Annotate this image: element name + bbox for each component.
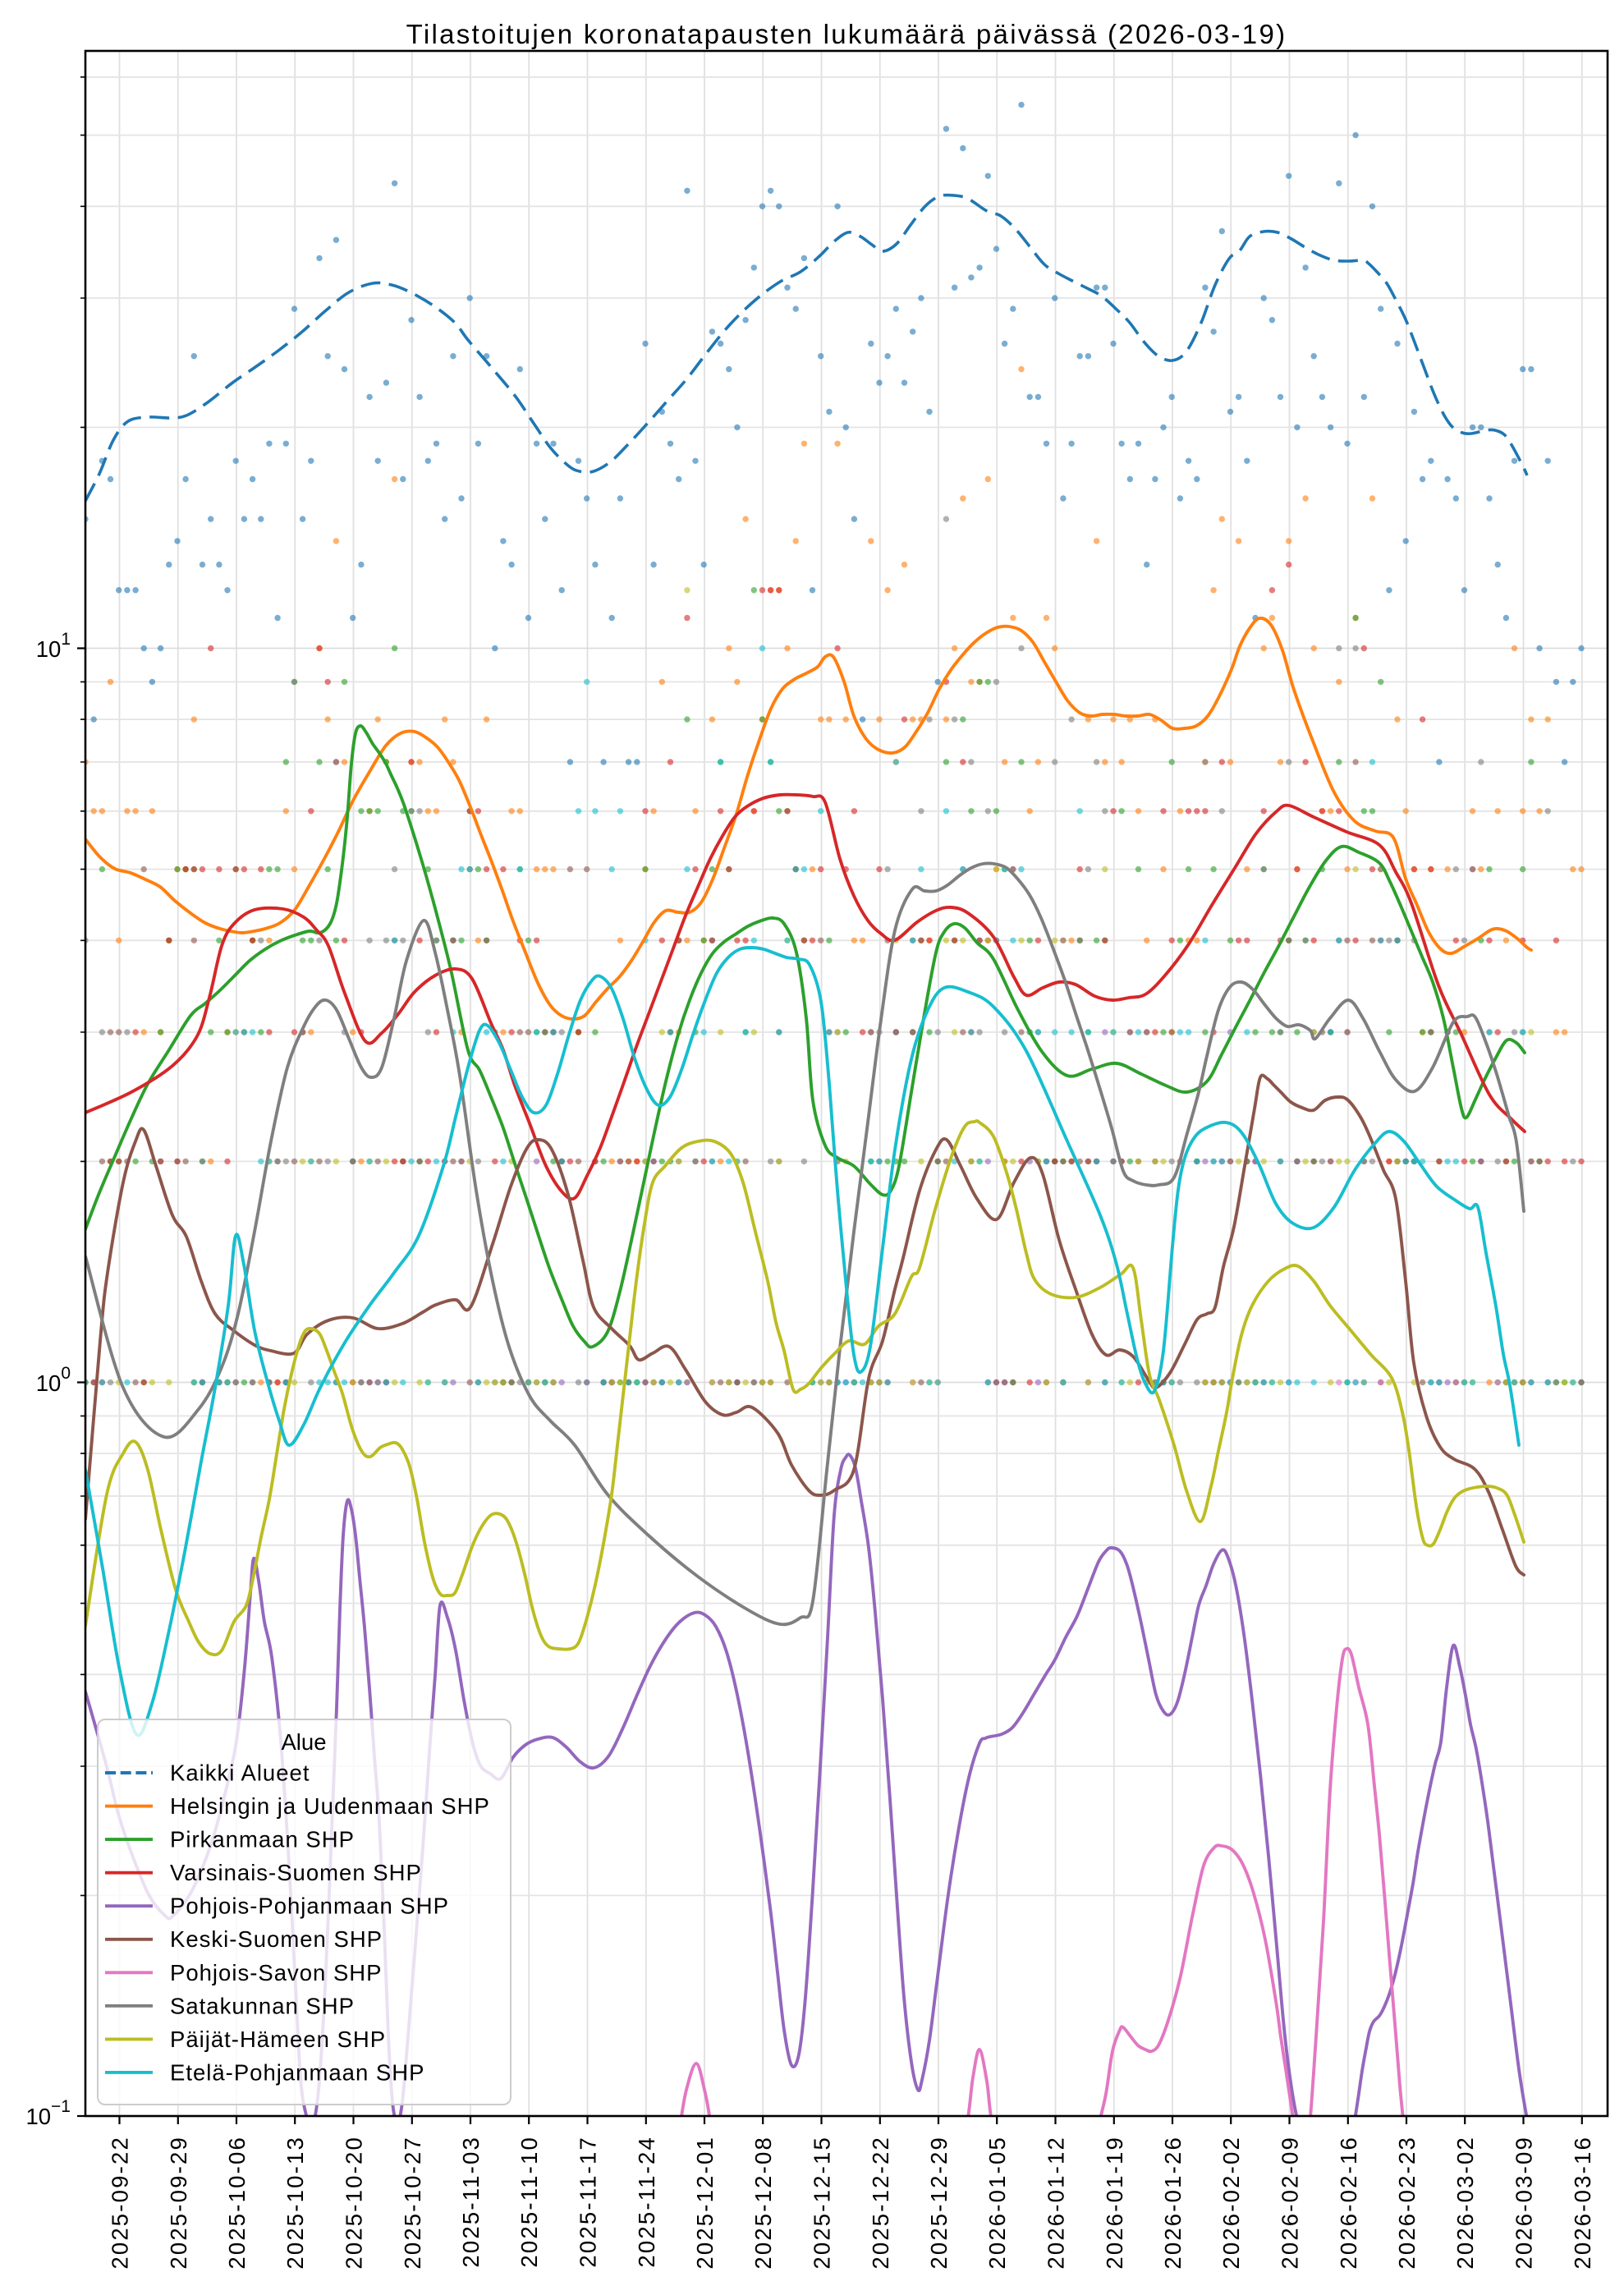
svg-text:2026-01-26: 2026-01-26 (1160, 2136, 1186, 2270)
svg-text:2026-01-19: 2026-01-19 (1102, 2136, 1127, 2270)
svg-text:2025-11-24: 2025-11-24 (634, 2136, 659, 2268)
svg-text:Varsinais-Suomen SHP: Varsinais-Suomen SHP (170, 1860, 422, 1885)
svg-text:2025-12-15: 2025-12-15 (810, 2136, 835, 2270)
svg-text:Tilastoitujen koronatapausten: Tilastoitujen koronatapausten lukumäärä … (406, 19, 1287, 49)
svg-text:Keski-Suomen SHP: Keski-Suomen SHP (170, 1926, 383, 1952)
svg-text:2025-12-01: 2025-12-01 (692, 2136, 718, 2270)
svg-text:2026-02-16: 2026-02-16 (1336, 2136, 1361, 2270)
svg-text:Pohjois-Savon SHP: Pohjois-Savon SHP (170, 1960, 383, 1985)
svg-text:2026-02-23: 2026-02-23 (1394, 2136, 1420, 2270)
svg-text:2025-11-10: 2025-11-10 (516, 2136, 542, 2268)
svg-text:2025-12-22: 2025-12-22 (868, 2136, 893, 2270)
svg-text:Satakunnan SHP: Satakunnan SHP (170, 1993, 355, 2018)
svg-text:2026-01-05: 2026-01-05 (984, 2136, 1010, 2270)
svg-text:2025-10-06: 2025-10-06 (224, 2136, 250, 2270)
svg-text:Etelä-Pohjanmaan SHP: Etelä-Pohjanmaan SHP (170, 2059, 424, 2085)
svg-text:Helsingin ja Uudenmaan SHP: Helsingin ja Uudenmaan SHP (170, 1793, 490, 1819)
svg-text:2026-02-09: 2026-02-09 (1278, 2136, 1303, 2270)
svg-text:Pirkanmaan SHP: Pirkanmaan SHP (170, 1827, 355, 1852)
svg-text:2025-12-29: 2025-12-29 (926, 2136, 952, 2270)
svg-text:2025-09-29: 2025-09-29 (166, 2136, 191, 2270)
svg-text:2026-02-02: 2026-02-02 (1218, 2136, 1244, 2270)
svg-text:2026-01-12: 2026-01-12 (1044, 2136, 1069, 2270)
svg-text:2026-03-09: 2026-03-09 (1512, 2136, 1537, 2270)
svg-text:Alue: Alue (281, 1729, 326, 1755)
svg-text:Kaikki Alueet: Kaikki Alueet (170, 1760, 310, 1786)
svg-text:2025-11-17: 2025-11-17 (576, 2136, 601, 2268)
svg-text:2025-12-08: 2025-12-08 (750, 2136, 776, 2270)
svg-text:2025-10-13: 2025-10-13 (282, 2136, 308, 2270)
svg-text:2025-10-20: 2025-10-20 (342, 2136, 367, 2270)
svg-text:2026-03-16: 2026-03-16 (1570, 2136, 1595, 2270)
svg-text:2025-09-22: 2025-09-22 (108, 2136, 133, 2270)
svg-text:2025-10-27: 2025-10-27 (400, 2136, 425, 2270)
svg-text:2026-03-02: 2026-03-02 (1452, 2136, 1478, 2270)
svg-text:Pohjois-Pohjanmaan SHP: Pohjois-Pohjanmaan SHP (170, 1894, 449, 1919)
svg-text:Päijät-Hämeen SHP: Päijät-Hämeen SHP (170, 2027, 386, 2052)
svg-text:2025-11-03: 2025-11-03 (458, 2136, 484, 2268)
